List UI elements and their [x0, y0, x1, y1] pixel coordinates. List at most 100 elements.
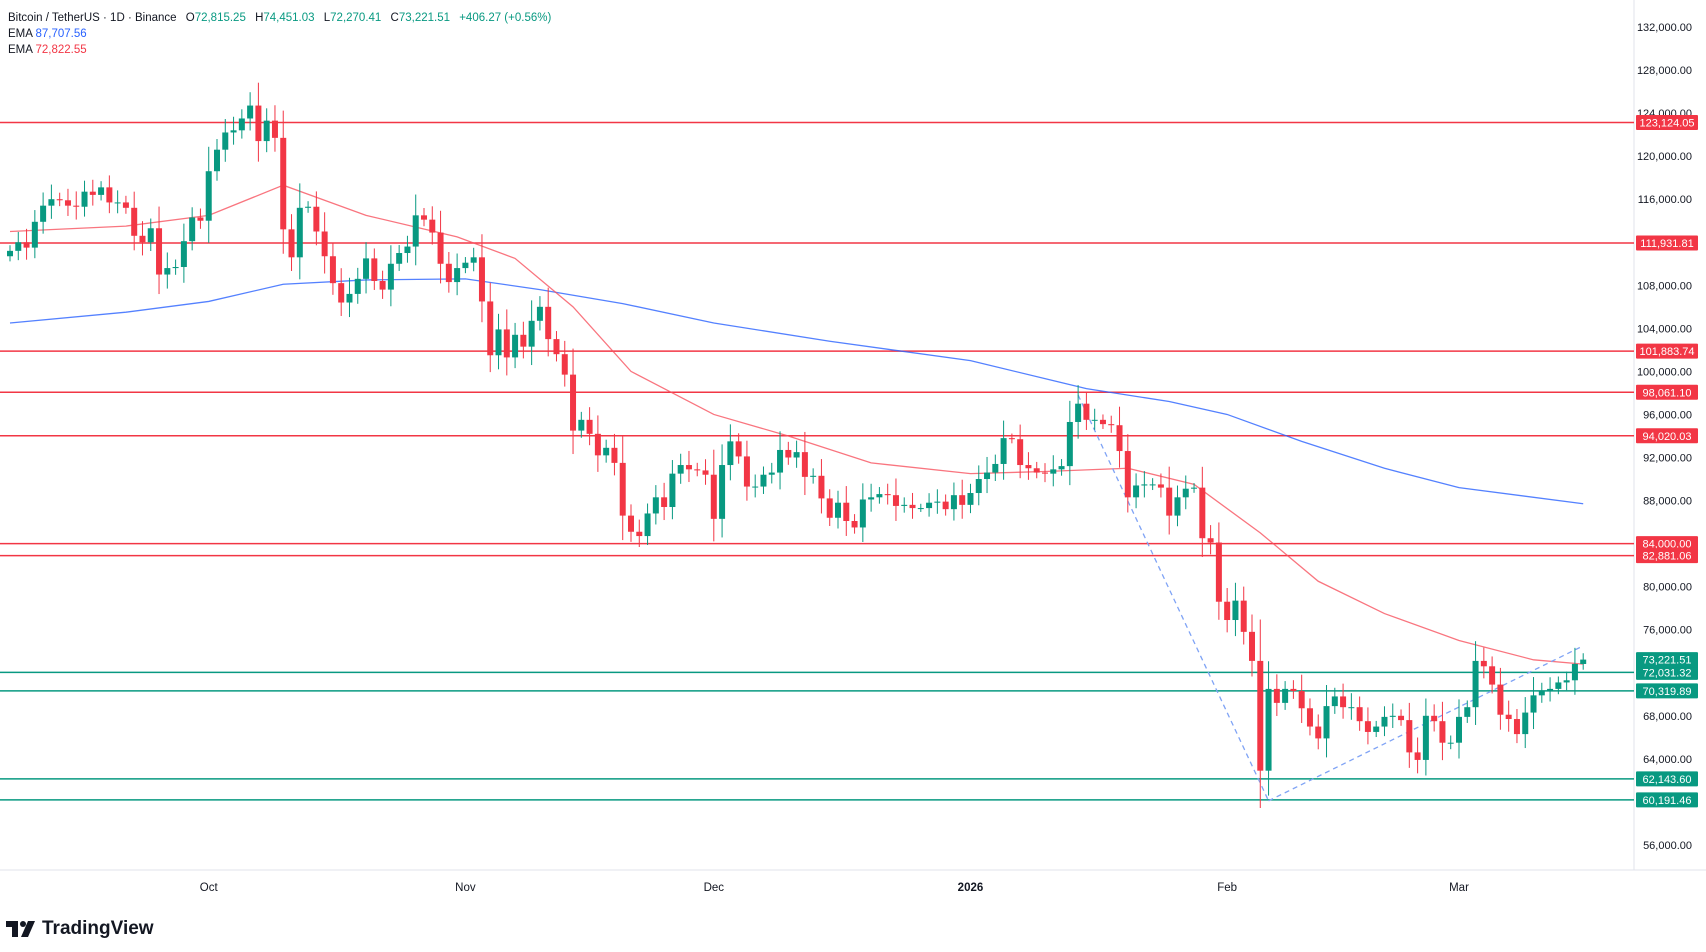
- candle-down[interactable]: [1257, 660, 1264, 771]
- candle-down[interactable]: [1042, 472, 1048, 474]
- candle-up[interactable]: [975, 479, 982, 494]
- candle-up[interactable]: [462, 262, 469, 269]
- candle-down[interactable]: [487, 301, 494, 356]
- candle-down[interactable]: [321, 231, 328, 257]
- candle-down[interactable]: [1240, 600, 1247, 632]
- candle-down[interactable]: [1497, 684, 1504, 715]
- candle-down[interactable]: [1025, 465, 1032, 469]
- candle-up[interactable]: [189, 217, 196, 242]
- candle-up[interactable]: [1000, 438, 1007, 464]
- candle-down[interactable]: [1108, 424, 1115, 426]
- candle-down[interactable]: [1513, 719, 1520, 735]
- candle-up[interactable]: [346, 293, 353, 303]
- candle-down[interactable]: [503, 329, 510, 358]
- candle-down[interactable]: [570, 374, 577, 431]
- candle-down[interactable]: [255, 105, 262, 142]
- candle-down[interactable]: [586, 419, 593, 434]
- candle-up[interactable]: [669, 473, 676, 508]
- candle-down[interactable]: [520, 334, 527, 347]
- candle-up[interactable]: [859, 499, 866, 528]
- ema-fast-legend[interactable]: EMA 72,822.55: [8, 42, 551, 58]
- candle-up[interactable]: [1381, 716, 1388, 727]
- candle-down[interactable]: [892, 495, 899, 506]
- candle-down[interactable]: [122, 202, 129, 208]
- trend-line[interactable]: [1077, 394, 1270, 802]
- candle-up[interactable]: [40, 205, 47, 222]
- candle-down[interactable]: [636, 531, 643, 537]
- candle-up[interactable]: [222, 132, 229, 150]
- candle-up[interactable]: [727, 441, 734, 466]
- candle-up[interactable]: [1058, 466, 1065, 470]
- candle-down[interactable]: [1215, 542, 1222, 602]
- candle-up[interactable]: [180, 241, 187, 268]
- candle-down[interactable]: [1207, 538, 1214, 543]
- candle-down[interactable]: [56, 199, 63, 201]
- candle-up[interactable]: [1133, 485, 1140, 498]
- candle-down[interactable]: [694, 469, 701, 471]
- candle-up[interactable]: [1464, 707, 1471, 717]
- candle-up[interactable]: [1050, 469, 1057, 474]
- candle-down[interactable]: [1298, 691, 1305, 709]
- candle-down[interactable]: [818, 475, 825, 499]
- candle-down[interactable]: [288, 229, 295, 258]
- candle-up[interactable]: [412, 215, 419, 247]
- ema-slow-legend[interactable]: EMA 87,707.56: [8, 26, 551, 42]
- candle-down[interactable]: [73, 205, 80, 207]
- candle-down[interactable]: [437, 232, 444, 264]
- candle-up[interactable]: [1522, 712, 1529, 735]
- candle-up[interactable]: [205, 171, 212, 221]
- candle-up[interactable]: [1141, 484, 1148, 486]
- candle-down[interactable]: [139, 235, 146, 243]
- candle-up[interactable]: [164, 268, 171, 275]
- candle-down[interactable]: [329, 256, 336, 284]
- candle-down[interactable]: [594, 433, 601, 456]
- candle-down[interactable]: [710, 474, 717, 519]
- tradingview-logo[interactable]: TradingView: [6, 918, 154, 940]
- candle-up[interactable]: [1538, 691, 1545, 696]
- candle-up[interactable]: [652, 497, 659, 514]
- candle-up[interactable]: [810, 475, 817, 477]
- candle-down[interactable]: [1364, 721, 1371, 732]
- candle-down[interactable]: [735, 441, 742, 457]
- candle-up[interactable]: [1191, 487, 1198, 489]
- candle-up[interactable]: [644, 513, 651, 537]
- candle-down[interactable]: [1157, 484, 1164, 488]
- candle-down[interactable]: [1199, 487, 1206, 539]
- candle-down[interactable]: [611, 447, 618, 463]
- candle-up[interactable]: [1555, 682, 1562, 689]
- candle-down[interactable]: [1439, 721, 1446, 743]
- candle-up[interactable]: [263, 120, 270, 142]
- candle-down[interactable]: [1008, 438, 1015, 440]
- candle-up[interactable]: [578, 419, 585, 431]
- candle-up[interactable]: [147, 228, 154, 243]
- candle-up[interactable]: [950, 495, 957, 510]
- candle-down[interactable]: [1290, 688, 1297, 692]
- candle-up[interactable]: [354, 278, 361, 294]
- candle-down[interactable]: [1116, 425, 1123, 452]
- candle-up[interactable]: [387, 263, 394, 290]
- candle-down[interactable]: [1414, 752, 1421, 760]
- candle-down[interactable]: [1406, 720, 1413, 753]
- candle-up[interactable]: [603, 447, 610, 456]
- candle-up[interactable]: [114, 202, 121, 204]
- candle-up[interactable]: [1456, 716, 1462, 743]
- candle-down[interactable]: [1124, 451, 1131, 498]
- candle-down[interactable]: [1480, 660, 1487, 667]
- candle-up[interactable]: [238, 118, 245, 131]
- candle-up[interactable]: [1373, 726, 1380, 732]
- candle-up[interactable]: [15, 242, 22, 251]
- candle-down[interactable]: [1315, 726, 1322, 739]
- candle-up[interactable]: [1149, 484, 1156, 486]
- candle-up[interactable]: [768, 472, 775, 475]
- candle-down[interactable]: [1431, 715, 1438, 722]
- candle-down[interactable]: [702, 470, 709, 475]
- candle-down[interactable]: [1273, 688, 1280, 703]
- candle-down[interactable]: [801, 452, 808, 477]
- candle-up[interactable]: [984, 472, 991, 480]
- candle-up[interactable]: [1066, 421, 1073, 467]
- candle-up[interactable]: [876, 494, 883, 498]
- candle-down[interactable]: [371, 258, 378, 281]
- candle-up[interactable]: [454, 268, 461, 283]
- candle-up[interactable]: [512, 334, 519, 358]
- candle-down[interactable]: [959, 495, 966, 505]
